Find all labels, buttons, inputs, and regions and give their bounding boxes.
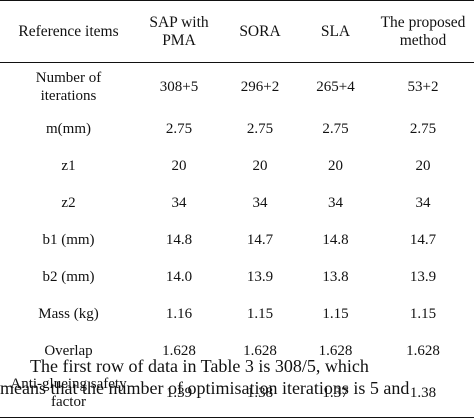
header-sla: SLA bbox=[320, 22, 351, 40]
table-cell: 14.7 bbox=[246, 232, 274, 248]
row-label: m(mm) bbox=[46, 121, 91, 137]
table-cell: 265+4 bbox=[316, 78, 355, 95]
table-cell: 14.8 bbox=[322, 232, 349, 248]
table-cell: 13.9 bbox=[409, 269, 437, 285]
table-cell: 296+2 bbox=[240, 78, 280, 95]
row-label: z1 bbox=[61, 158, 76, 174]
table-cell: 53+2 bbox=[407, 78, 439, 95]
row-label: z2 bbox=[61, 195, 76, 211]
table-cell: 2.75 bbox=[322, 121, 349, 137]
row-label: b2 (mm) bbox=[42, 269, 95, 285]
table-cell: 2.75 bbox=[409, 121, 437, 137]
table-cell: 1.628 bbox=[406, 343, 440, 359]
table-cell: 1.15 bbox=[409, 306, 437, 322]
table-cell: 20 bbox=[171, 158, 187, 174]
table-row: Overlap 1.628 1.628 1.628 1.628 bbox=[0, 333, 474, 370]
table-cell: 1.628 bbox=[243, 343, 277, 359]
header-sora: SORA bbox=[239, 22, 281, 40]
table-cell: 13.8 bbox=[322, 269, 349, 285]
table-row: m(mm) 2.75 2.75 2.75 2.75 bbox=[0, 111, 474, 148]
table-cell: 1.39 bbox=[165, 385, 193, 402]
table-cell: 20 bbox=[328, 158, 343, 174]
table-header-row: Reference items SAP with PMA SORA SLA Th… bbox=[0, 0, 474, 63]
table-cell: 34 bbox=[415, 195, 431, 211]
table-row: b2 (mm) 14.0 13.9 13.8 13.9 bbox=[0, 259, 474, 296]
table-cell: 14.7 bbox=[409, 232, 437, 248]
table-cell: 2.75 bbox=[246, 121, 274, 137]
table-cell: 14.0 bbox=[165, 269, 193, 285]
table-cell: 1.38 bbox=[409, 385, 437, 402]
table-cell: 1.16 bbox=[165, 306, 193, 322]
header-proposed-method: The proposed method bbox=[380, 13, 466, 49]
table-cell: 1.15 bbox=[322, 306, 349, 322]
table-row: Number of iterations 308+5 296+2 265+4 5… bbox=[0, 63, 474, 111]
table-row: b1 (mm) 14.8 14.7 14.8 14.7 bbox=[0, 222, 474, 259]
table-row: z1 20 20 20 20 bbox=[0, 148, 474, 185]
table-cell: 20 bbox=[252, 158, 268, 174]
table-row: Mass (kg) 1.16 1.15 1.15 1.15 bbox=[0, 296, 474, 333]
row-label: b1 (mm) bbox=[42, 232, 95, 248]
table-cell: 1.628 bbox=[318, 343, 353, 359]
row-label: Mass (kg) bbox=[38, 306, 99, 322]
table-cell: 13.9 bbox=[246, 269, 274, 285]
table-cell: 1.38 bbox=[246, 385, 274, 402]
table-row: z2 34 34 34 34 bbox=[0, 185, 474, 222]
row-label: Number of iterations bbox=[35, 69, 102, 104]
table-cell: 2.75 bbox=[165, 121, 193, 137]
table-cell: 34 bbox=[328, 195, 343, 211]
paragraph-line-1: The first row of data in Table 3 is 308/… bbox=[30, 356, 369, 376]
table-cell: 1.628 bbox=[162, 343, 196, 359]
row-label: Overlap bbox=[44, 343, 93, 359]
header-reference-items: Reference items bbox=[18, 22, 119, 40]
table-cell: 20 bbox=[415, 158, 431, 174]
paragraph-line-2: means that the number of optimisation it… bbox=[0, 378, 410, 398]
table-cell: 34 bbox=[252, 195, 268, 211]
table-cell: 308+5 bbox=[159, 78, 199, 95]
table-cell: 1.37 bbox=[322, 385, 349, 402]
table-cell: 34 bbox=[171, 195, 187, 211]
header-sap-with-pma: SAP with PMA bbox=[149, 13, 209, 49]
body-paragraph: The first row of data in Table 3 is 308/… bbox=[0, 355, 474, 399]
table-cell: 14.8 bbox=[165, 232, 193, 248]
table-cell: 1.15 bbox=[246, 306, 274, 322]
